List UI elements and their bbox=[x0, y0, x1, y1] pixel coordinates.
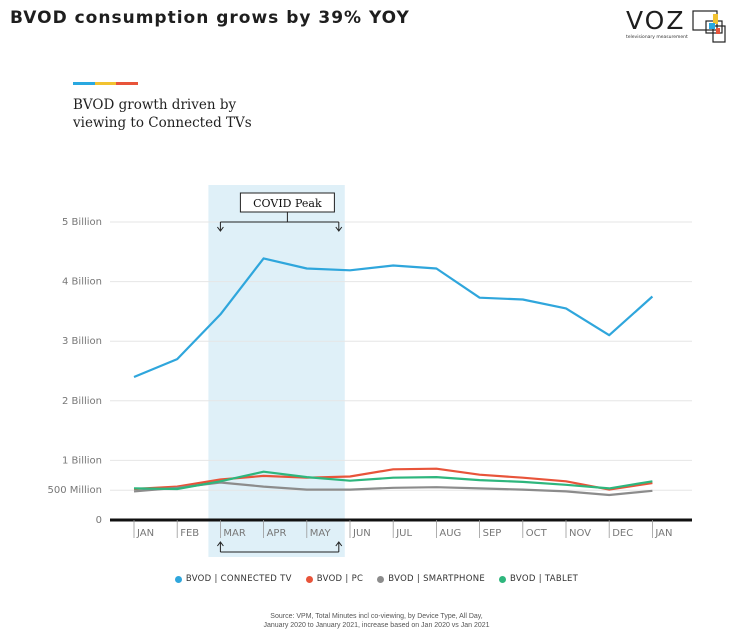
legend-label: BVOD | CONNECTED TV bbox=[185, 574, 292, 584]
series-line bbox=[133, 257, 654, 379]
series-line bbox=[133, 481, 653, 497]
top-bracket-left-arrow bbox=[217, 222, 224, 232]
top-bracket-right-arrow bbox=[335, 222, 343, 232]
legend-dot-icon bbox=[174, 575, 182, 583]
accent-red bbox=[116, 82, 139, 85]
source-line-1: Source: VPM, Total Minutes incl co-viewi… bbox=[270, 613, 483, 620]
line-chart: 0 500 Million 1 Billion 2 Billion 3 Billion 4… bbox=[48, 185, 692, 557]
x-tick-label: FEB bbox=[180, 528, 199, 539]
logo-wordmark: VOZ bbox=[626, 6, 686, 35]
accent-yellow bbox=[94, 82, 117, 85]
subtitle-line-2: viewing to Connected TVs bbox=[73, 115, 252, 131]
x-tick-label: MAY bbox=[310, 528, 332, 539]
x-tick-label: JUL bbox=[395, 528, 412, 539]
bottom-bracket-left-arrow bbox=[217, 541, 224, 552]
legend-dot-icon bbox=[377, 575, 385, 583]
x-tick-label: JUN bbox=[352, 528, 371, 539]
source-line-2: January 2020 to January 2021, increase b… bbox=[263, 622, 490, 629]
series-line bbox=[133, 467, 653, 491]
source-note: Source: VPM, Total Minutes incl co-viewi… bbox=[0, 612, 753, 630]
chart-title: BVOD consumption grows by 39% YOY bbox=[10, 8, 410, 28]
subtitle-line-1: BVOD growth driven by bbox=[73, 97, 237, 113]
legend-dot-icon bbox=[499, 575, 507, 583]
y-tick-label: 1 Billion bbox=[62, 455, 102, 466]
y-tick-label: 500 Million bbox=[48, 485, 102, 496]
legend-entry: BVOD | CONNECTED TV bbox=[174, 574, 292, 584]
logo-tagline: televisionary measurement bbox=[626, 35, 688, 40]
chart-subtitle: BVOD growth driven by viewing to Connect… bbox=[73, 96, 373, 132]
legend-entry: BVOD | PC bbox=[305, 574, 364, 584]
legend-entry: BVOD | TABLET bbox=[499, 574, 578, 584]
accent-bar bbox=[73, 82, 139, 85]
x-tick-label: APR bbox=[267, 528, 287, 539]
x-tick-label: DEC bbox=[612, 528, 633, 539]
covid-peak-label: COVID Peak bbox=[253, 197, 322, 210]
covid-highlight-band bbox=[208, 185, 345, 557]
accent-blue bbox=[73, 82, 95, 85]
legend-label: BVOD | TABLET bbox=[510, 574, 579, 584]
y-tick-label: 4 Billion bbox=[62, 277, 102, 288]
legend-dot-icon bbox=[305, 575, 313, 583]
y-tick-label: 0 bbox=[96, 515, 102, 526]
screens-icon bbox=[692, 10, 726, 43]
y-tick-label: 3 Billion bbox=[62, 336, 102, 347]
legend-entry: BVOD | SMARTPHONE bbox=[377, 574, 485, 584]
x-tick-label: MAR bbox=[223, 528, 245, 539]
voz-logo: VOZ televisionary measurement bbox=[620, 6, 744, 44]
x-tick-label: JAN bbox=[136, 528, 154, 539]
legend-label: BVOD | PC bbox=[316, 574, 364, 584]
x-tick-label: OCT bbox=[526, 528, 548, 539]
series-line bbox=[133, 470, 653, 491]
x-tick-label: JAN bbox=[654, 528, 672, 539]
y-tick-label: 5 Billion bbox=[62, 217, 102, 228]
x-tick-label: SEP bbox=[483, 528, 502, 539]
y-tick-label: 2 Billion bbox=[62, 396, 102, 407]
chart-legend: BVOD | CONNECTED TV BVOD | PC BVOD | SMART… bbox=[0, 574, 753, 584]
legend-label: BVOD | SMARTPHONE bbox=[388, 574, 486, 584]
bottom-bracket-right-arrow bbox=[335, 541, 343, 552]
x-tick-label: NOV bbox=[569, 528, 591, 539]
x-tick-label: AUG bbox=[439, 528, 461, 539]
